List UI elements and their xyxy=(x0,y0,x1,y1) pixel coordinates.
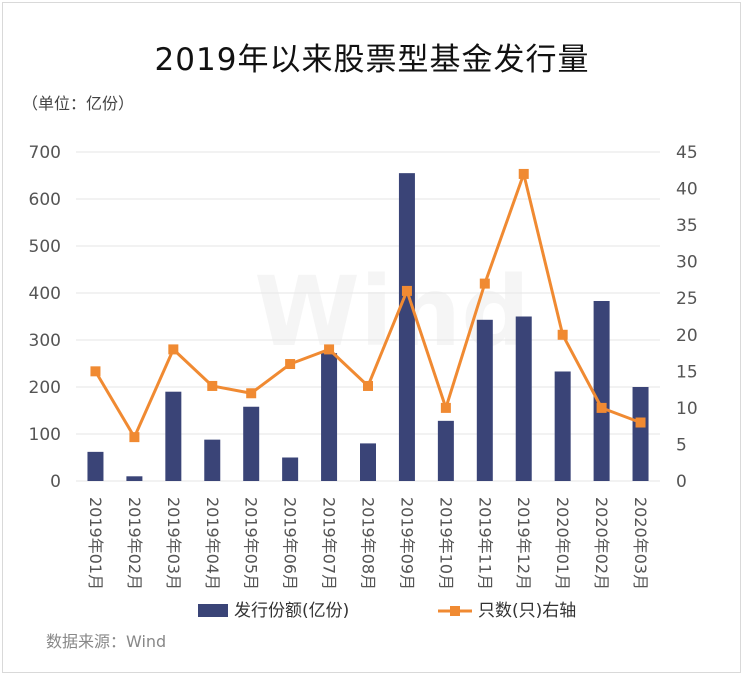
legend-bar-label: 发行份额(亿份) xyxy=(234,601,349,621)
y-right-tick-label: 25 xyxy=(676,289,698,309)
x-tick-label: 2020年02月 xyxy=(592,497,611,590)
bar xyxy=(165,391,182,481)
bar xyxy=(243,406,260,481)
y-right-tick-label: 45 xyxy=(676,143,698,163)
bar xyxy=(398,173,415,481)
x-tick-label: 2019年02月 xyxy=(125,497,144,590)
x-tick-label: 2019年12月 xyxy=(514,497,533,590)
line-point-marker xyxy=(207,380,218,391)
legend-line-marker xyxy=(450,606,460,616)
bar xyxy=(321,353,338,481)
line-point-marker xyxy=(90,366,101,377)
x-tick-label: 2019年07月 xyxy=(320,497,339,590)
x-tick-label: 2019年06月 xyxy=(281,497,300,590)
chart-title: 2019年以来股票型基金发行量 xyxy=(154,42,590,78)
bar xyxy=(360,443,376,481)
x-tick-label: 2019年10月 xyxy=(436,497,455,590)
line-point-marker xyxy=(479,278,490,289)
line-point-marker xyxy=(363,380,373,391)
bar xyxy=(593,300,610,481)
unit-label: （单位：亿份） xyxy=(22,94,135,113)
line-point-marker xyxy=(401,285,412,296)
y-left-tick-label: 0 xyxy=(50,472,61,492)
y-right-tick-label: 30 xyxy=(676,253,698,273)
x-tick-label: 2019年01月 xyxy=(86,497,105,590)
line-point-marker xyxy=(440,402,451,413)
y-right-tick-label: 5 xyxy=(676,435,687,455)
bar xyxy=(476,319,493,481)
y-left-tick-label: 300 xyxy=(29,331,61,351)
x-tick-label: 2019年03月 xyxy=(164,497,183,590)
bar xyxy=(87,451,104,481)
bar xyxy=(554,371,571,481)
x-tick-label: 2019年09月 xyxy=(397,497,416,590)
line-point-marker xyxy=(518,168,529,179)
bar xyxy=(282,457,299,481)
line-point-marker xyxy=(285,359,296,370)
line-point-marker xyxy=(635,417,646,428)
y-left-tick-label: 200 xyxy=(29,378,61,398)
x-tick-label: 2019年04月 xyxy=(203,497,222,590)
bar xyxy=(437,420,454,481)
y-left-tick-label: 700 xyxy=(29,143,61,163)
y-right-tick-label: 35 xyxy=(676,216,698,236)
y-right-tick-label: 15 xyxy=(676,362,698,382)
line-point-marker xyxy=(596,402,607,413)
y-left-tick-label: 100 xyxy=(29,425,61,445)
y-right-tick-label: 20 xyxy=(676,326,698,346)
legend-bar-swatch xyxy=(198,604,228,617)
x-tick-label: 2019年11月 xyxy=(475,497,494,590)
line-point-marker xyxy=(246,388,257,399)
source-label: 数据来源：Wind xyxy=(46,632,167,651)
bar xyxy=(126,476,143,481)
x-tick-label: 2019年08月 xyxy=(359,497,378,590)
x-tick-label: 2020年01月 xyxy=(553,497,572,590)
y-left-tick-label: 500 xyxy=(29,237,61,257)
y-left-tick-label: 600 xyxy=(29,190,61,210)
y-right-tick-label: 40 xyxy=(676,180,698,200)
x-tick-label: 2019年05月 xyxy=(242,497,261,590)
bar xyxy=(632,387,649,481)
line-point-marker xyxy=(324,344,335,355)
bar xyxy=(204,439,221,481)
y-right-tick-label: 0 xyxy=(676,472,687,492)
legend-line-label: 只数(只)右轴 xyxy=(478,601,576,621)
x-tick-label: 2020年03月 xyxy=(631,497,650,590)
line-point-marker xyxy=(129,432,140,443)
bar xyxy=(515,316,532,481)
y-left-tick-label: 400 xyxy=(29,284,61,304)
y-right-tick-label: 10 xyxy=(676,399,698,419)
line-point-marker xyxy=(168,344,179,355)
line-point-marker xyxy=(557,329,568,340)
